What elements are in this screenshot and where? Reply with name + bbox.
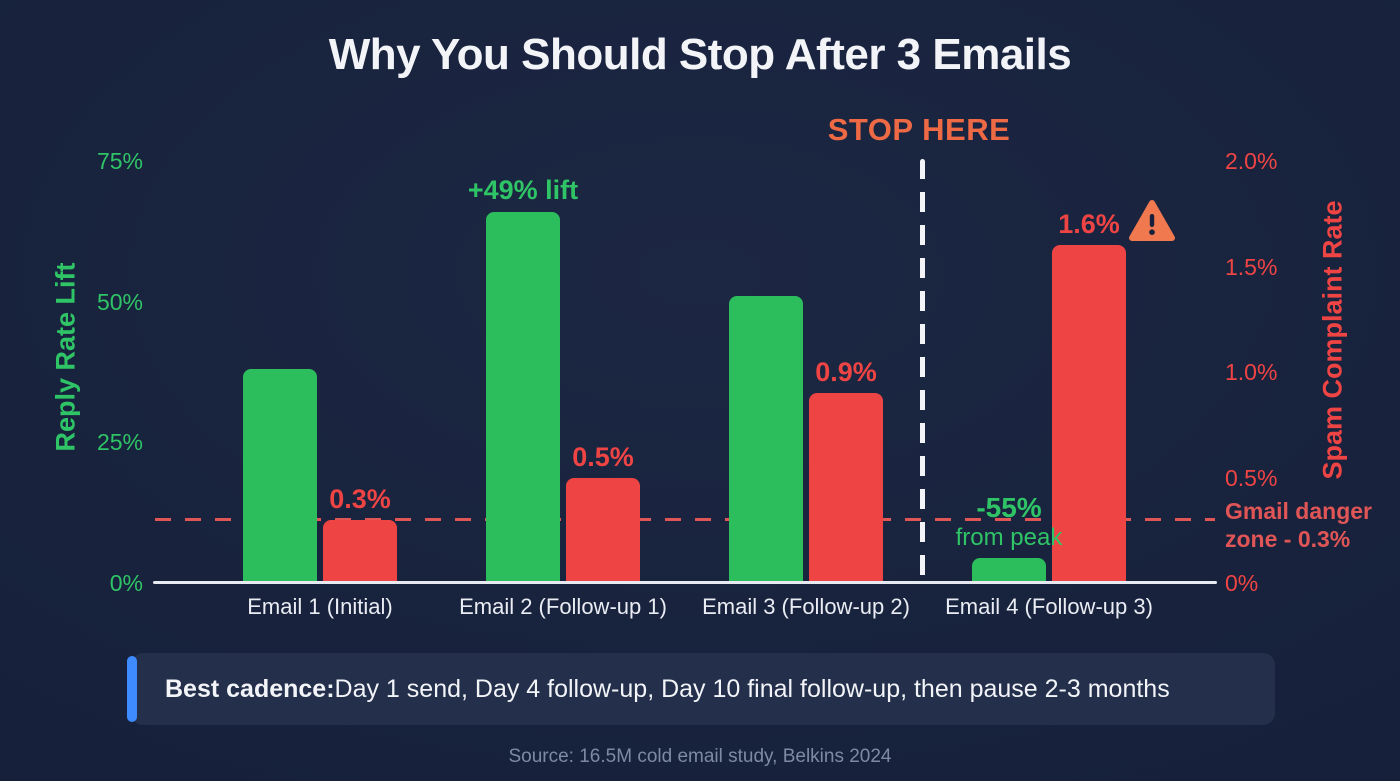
spam-rate-value-label: 0.3% [329,483,391,514]
drop-annotation-value: -55% [976,491,1042,523]
source-text: Source: 16.5M cold email study, Belkins … [508,746,892,767]
spam-rate-bar [566,477,640,583]
left-axis-tick: 50% [96,288,143,315]
callout-lead: Best cadence: [165,674,335,703]
page-title: Why You Should Stop After 3 Emails [328,30,1072,79]
reply-lift-bar [729,296,803,583]
gmail-danger-zone-label-line2: zone - 0.3% [1225,526,1351,552]
right-axis-tick: 0.5% [1225,464,1278,491]
spam-rate-bar [1052,245,1126,583]
drop-annotation: -55% from peak [956,492,1063,552]
category-label: Email 1 (Initial) [247,594,393,619]
reply-lift-bar [243,369,317,583]
right-axis-tick: 2.0% [1225,148,1278,174]
reply-lift-bar [486,211,560,583]
left-axis-tick: 0% [109,570,143,596]
left-axis-tick: 75% [96,148,143,174]
stop-divider-line [920,159,925,583]
spam-rate-value-label: 0.9% [815,357,877,388]
callout-body: Day 1 send, Day 4 follow-up, Day 10 fina… [334,674,1170,703]
callout-accent-bar [127,656,137,722]
right-axis-title: Spam Complaint Rate [1317,200,1348,480]
gmail-danger-zone-label-line1: Gmail danger [1225,498,1372,524]
gmail-danger-zone-label: Gmail danger zone - 0.3% [1225,497,1372,553]
x-axis-line [153,581,1217,584]
plot-area: +49% lift -55% from peak 0.3% 0.5% 0.9% 1.6… [155,159,1215,583]
best-cadence-callout: Best cadence: Day 1 send, Day 4 follow-u… [131,653,1275,725]
reply-lift-bar [972,557,1046,583]
category-label: Email 4 (Follow-up 3) [945,594,1153,619]
warning-triangle-icon [1129,200,1175,241]
spam-rate-bar [323,519,397,583]
right-axis-tick: 1.5% [1225,253,1278,280]
stop-here-label: STOP HERE [827,112,1011,147]
right-axis-tick: 1.0% [1225,359,1278,385]
right-axis-tick: 0% [1225,570,1259,596]
drop-annotation-caption: from peak [955,523,1063,551]
left-axis-tick: 25% [96,429,143,456]
lift-annotation: +49% lift [467,174,579,205]
gmail-danger-line [155,517,1215,521]
spam-rate-value-label: 1.6% [1058,209,1120,240]
category-label: Email 3 (Follow-up 2) [702,594,910,619]
spam-rate-bar [809,393,883,583]
spam-rate-value-label: 0.5% [572,441,634,472]
category-label: Email 2 (Follow-up 1) [459,594,667,619]
